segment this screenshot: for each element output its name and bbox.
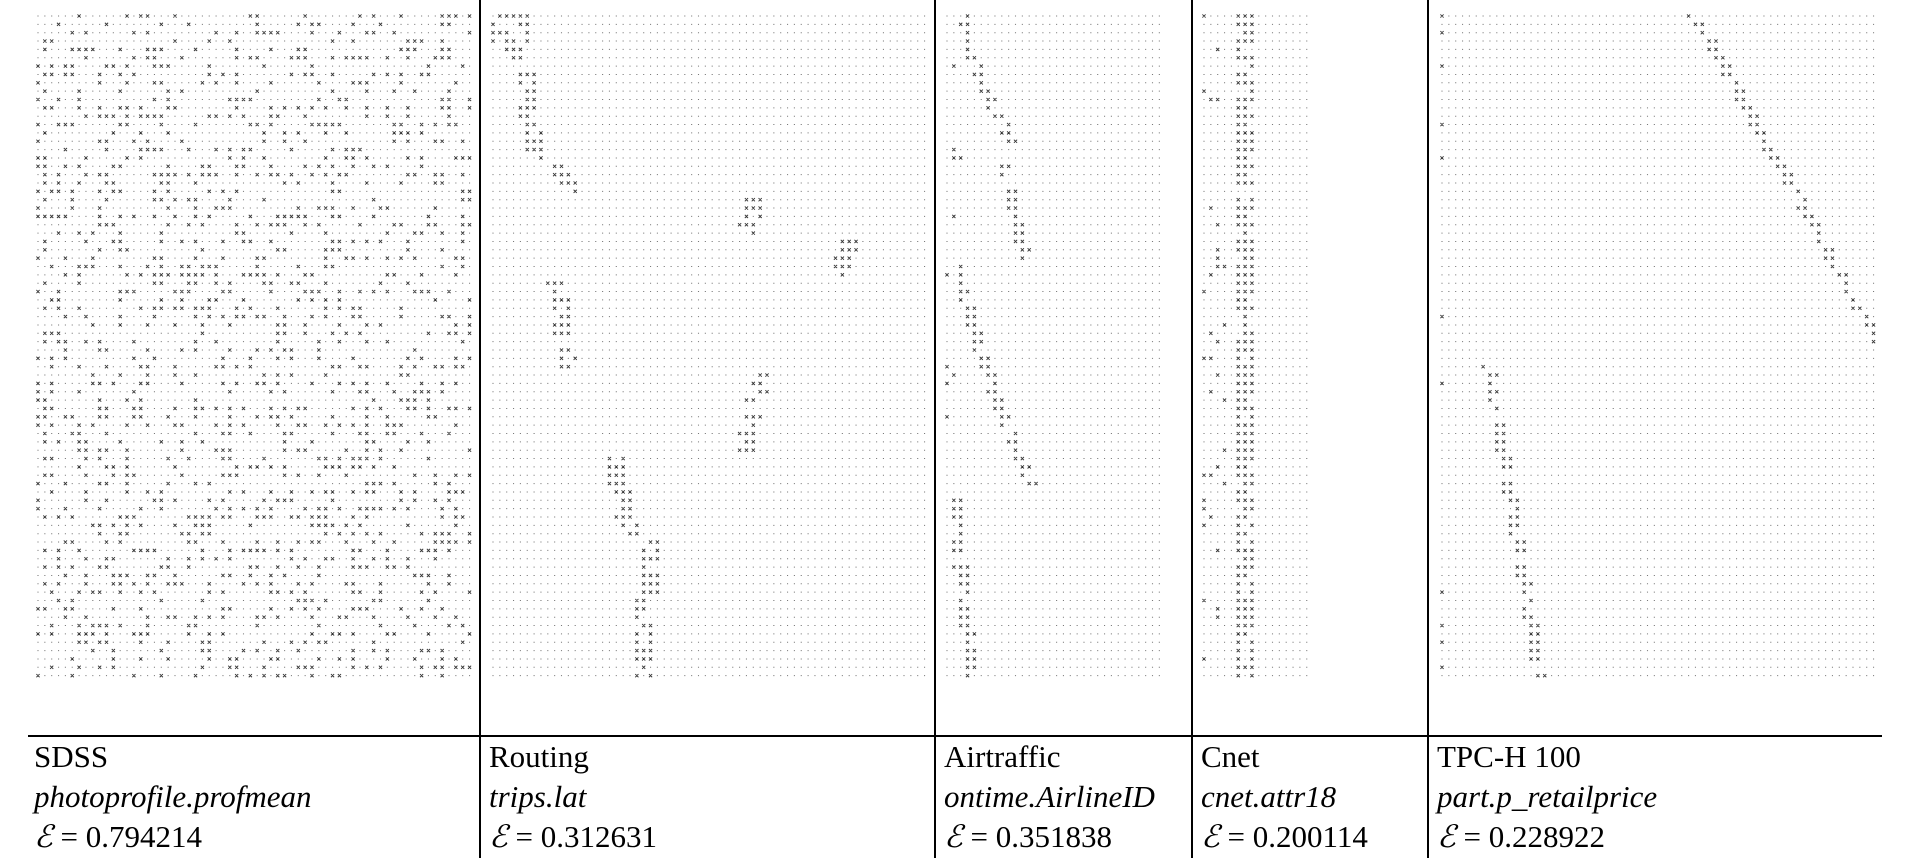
empty-cells (1203, 15, 1308, 677)
filled-cells (491, 14, 858, 678)
entropy-number: = 0.200114 (1227, 819, 1368, 854)
cell-grid (945, 14, 1160, 678)
empty-cells (946, 15, 1160, 677)
entropy-value: ℰ = 0.351838 (944, 817, 1112, 857)
entropy-value: ℰ = 0.312631 (489, 817, 657, 857)
entropy-symbol: ℰ (34, 819, 53, 855)
entropy-number: = 0.351838 (970, 819, 1113, 854)
empty-cells (492, 15, 926, 677)
column-name: trips.lat (489, 779, 587, 814)
entropy-number: = 0.794214 (60, 819, 203, 854)
divider-3 (1191, 0, 1193, 858)
divider-1 (479, 0, 481, 858)
panel-routing-grid (491, 14, 931, 682)
cell-grid (491, 14, 926, 678)
divider-4 (1427, 0, 1429, 858)
empty-cells (1441, 15, 1875, 677)
panel-sdss-grid (36, 14, 476, 682)
entropy-symbol: ℰ (944, 819, 963, 855)
entropy-value: ℰ = 0.794214 (34, 817, 202, 857)
entropy-symbol: ℰ (1437, 819, 1456, 855)
column-name: ontime.AirlineID (944, 779, 1155, 814)
caption-rule (28, 735, 1882, 737)
cell-grid (1440, 14, 1876, 678)
dataset-name: Airtraffic (944, 739, 1061, 774)
column-name: cnet.attr18 (1201, 779, 1337, 814)
entropy-value: ℰ = 0.228922 (1437, 817, 1605, 857)
cell-grid (1202, 14, 1308, 678)
empty-cells (37, 15, 471, 677)
entropy-symbol: ℰ (1201, 819, 1220, 855)
filled-cells (1440, 14, 1876, 678)
column-name: photoprofile.profmean (34, 779, 312, 814)
column-name: part.p_retailprice (1437, 779, 1658, 814)
entropy-number: = 0.228922 (1463, 819, 1606, 854)
dataset-name: TPC-H 100 (1437, 739, 1581, 774)
filled-cells (1202, 14, 1254, 678)
panel-cnet-grid (1202, 14, 1312, 682)
cell-grid (36, 14, 472, 678)
dataset-name: Cnet (1201, 739, 1260, 774)
divider-2 (934, 0, 936, 858)
panel-tpch-grid (1440, 14, 1880, 682)
panel-airtraffic-grid (945, 14, 1165, 682)
dataset-name: Routing (489, 739, 589, 774)
filled-cells (36, 14, 472, 678)
entropy-symbol: ℰ (489, 819, 508, 855)
dataset-name: SDSS (34, 739, 109, 774)
filled-cells (945, 14, 1038, 678)
entropy-value: ℰ = 0.200114 (1201, 817, 1368, 857)
entropy-number: = 0.312631 (515, 819, 658, 854)
